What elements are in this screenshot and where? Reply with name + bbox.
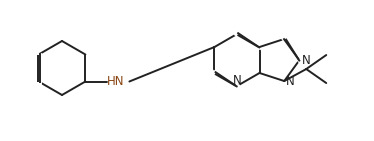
Text: N: N <box>233 74 241 87</box>
Text: N: N <box>301 53 310 67</box>
Text: HN: HN <box>107 75 124 88</box>
Text: N: N <box>286 75 295 88</box>
